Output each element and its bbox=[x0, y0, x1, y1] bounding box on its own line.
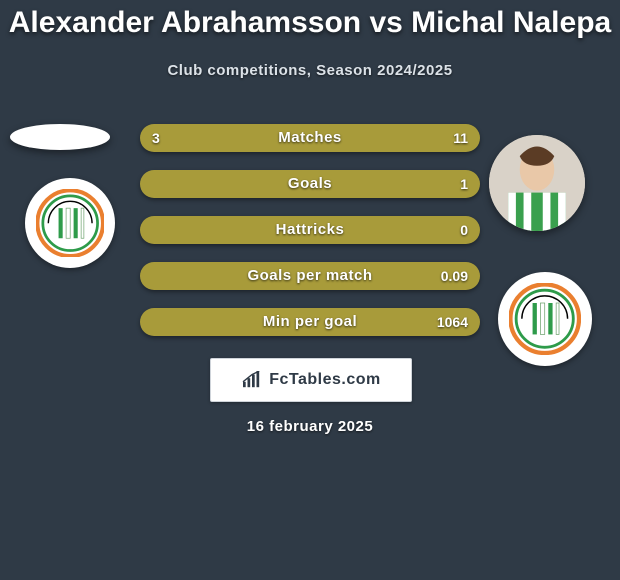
page-subtitle: Club competitions, Season 2024/2025 bbox=[0, 62, 620, 79]
stat-bar: 3 Matches 11 bbox=[140, 124, 480, 152]
stat-label: Hattricks bbox=[140, 216, 480, 244]
stat-right-value: 0.09 bbox=[441, 262, 468, 290]
player2-club-crest bbox=[498, 272, 592, 366]
bars-ascending-icon bbox=[241, 371, 263, 389]
player2-portrait-icon bbox=[489, 135, 585, 231]
player1-club-crest bbox=[25, 178, 115, 268]
stat-bar: Hattricks 0 bbox=[140, 216, 480, 244]
comparison-date: 16 february 2025 bbox=[0, 418, 620, 435]
stat-bars-group: 3 Matches 11 Goals 1 Hattricks 0 Goals p… bbox=[140, 124, 480, 354]
player2-avatar bbox=[489, 135, 585, 231]
stat-bar: Goals per match 0.09 bbox=[140, 262, 480, 290]
stat-right-value: 0 bbox=[460, 216, 468, 244]
stat-label: Goals bbox=[140, 170, 480, 198]
stat-bar: Min per goal 1064 bbox=[140, 308, 480, 336]
stat-bar: Goals 1 bbox=[140, 170, 480, 198]
zaglebie-crest-icon bbox=[36, 189, 104, 257]
stat-right-value: 11 bbox=[453, 124, 468, 152]
player1-avatar-placeholder bbox=[10, 124, 110, 150]
fctables-badge: FcTables.com bbox=[210, 358, 412, 402]
stat-label: Goals per match bbox=[140, 262, 480, 290]
page-title: Alexander Abrahamsson vs Michal Nalepa bbox=[0, 6, 620, 40]
badge-label: FcTables.com bbox=[269, 371, 381, 389]
zaglebie-crest-icon bbox=[509, 283, 580, 354]
stat-right-value: 1064 bbox=[437, 308, 468, 336]
stat-label: Min per goal bbox=[140, 308, 480, 336]
stat-right-value: 1 bbox=[460, 170, 468, 198]
stat-label: Matches bbox=[140, 124, 480, 152]
